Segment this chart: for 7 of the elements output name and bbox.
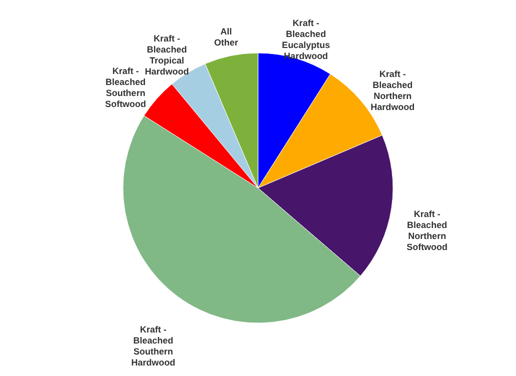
slice-label: Kraft - Bleached Eucalyptus Hardwood xyxy=(282,18,330,61)
slice-label: All Other xyxy=(214,26,239,48)
slice-label: Kraft - Bleached Northern Softwood xyxy=(406,209,448,252)
slice-label: Kraft - Bleached Southern Hardwood xyxy=(131,324,176,368)
slice-label: Kraft - Bleached Southern Softwood xyxy=(105,66,146,110)
slice-label: Kraft - Bleached Northern Hardwood xyxy=(370,68,415,112)
slice-label: Kraft - Bleached Tropical Hardwood xyxy=(144,33,189,76)
